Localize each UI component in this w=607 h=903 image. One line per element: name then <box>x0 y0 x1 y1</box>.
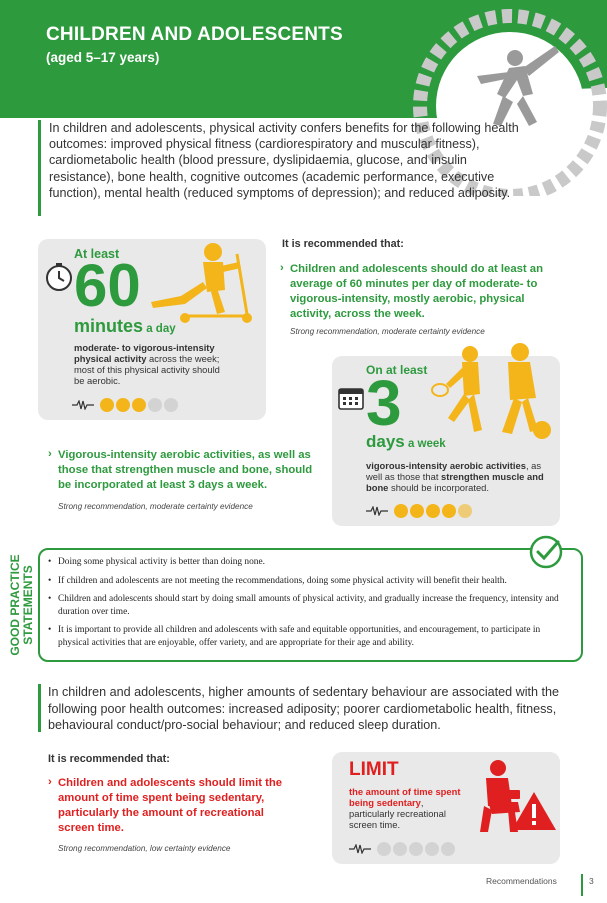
rec3-heading: It is recommended that: <box>48 753 170 765</box>
certainty-dot <box>148 397 163 412</box>
evidence-wave-icon <box>349 843 371 855</box>
good-practice-box <box>38 548 583 662</box>
card-60-at-least: At least <box>74 247 120 261</box>
certainty-dot <box>442 503 457 518</box>
page-subtitle: (aged 5–17 years) <box>46 50 160 65</box>
rec3-evidence: Strong recommendation, low certainty evi… <box>58 844 231 853</box>
good-practice-label: GOOD PRACTICE STATEMENTS <box>8 550 35 660</box>
certainty-dot <box>410 503 425 518</box>
scooter-child-illustration <box>151 243 252 323</box>
card-3-desc-bold1: vigorous-intensity aerobic activities <box>366 460 526 471</box>
sedentary-intro: In children and adolescents, higher amou… <box>48 685 560 732</box>
limit-title: LIMIT <box>349 759 399 780</box>
intro-text: In children and adolescents, physical ac… <box>49 121 519 200</box>
certainty-dot <box>394 503 409 518</box>
card-3-desc-bold2: strengthen muscle and bone <box>366 471 544 493</box>
limit-description: the amount of time spent being sedentary… <box>349 786 461 830</box>
certainty-dot <box>132 397 147 412</box>
limit-certainty <box>349 840 457 858</box>
sedentary-accent-bar <box>38 684 41 732</box>
card-60-desc-bold: moderate- to vigorous-intensity physical… <box>74 342 215 364</box>
card-3-certainty <box>366 502 474 520</box>
card-60-unit-suffix: a day <box>143 323 176 335</box>
good-practice-item: Children and adolescents should start by… <box>48 593 568 618</box>
card-60-unit-line: minutes a day <box>74 316 176 337</box>
page-title: CHILDREN AND ADOLESCENTS <box>46 24 343 45</box>
footer-section: Recommendations <box>486 876 557 886</box>
certainty-dot <box>441 841 456 856</box>
rec2-text: Vigorous-intensity aerobic activities, a… <box>58 449 313 491</box>
card-3-desc-end: should be incorporated. <box>388 482 489 493</box>
intro-accent-bar <box>38 120 41 216</box>
rec3-text-block: › Children and adolescents should limit … <box>48 776 303 836</box>
card-60-certainty <box>72 396 180 414</box>
certainty-dot <box>377 841 392 856</box>
card-60-unit: minutes <box>74 316 144 336</box>
evidence-wave-icon <box>72 399 94 411</box>
chevron-right-icon: › <box>48 448 52 460</box>
rec2-text-block: › Vigorous-intensity aerobic activities,… <box>48 448 313 493</box>
sitting-person-warning-illustration <box>480 760 556 832</box>
card-3-number: 3 <box>366 367 402 439</box>
rec1-heading: It is recommended that: <box>282 238 404 250</box>
chevron-right-icon: › <box>48 776 52 788</box>
good-practice-item: If children and adolescents are not meet… <box>48 575 568 588</box>
rec3-text: Children and adolescents should limit th… <box>58 777 283 834</box>
card-3-unit-line: days a week <box>366 432 446 452</box>
certainty-dot <box>116 397 131 412</box>
calendar-icon <box>338 388 364 410</box>
page-number: 3 <box>589 876 594 886</box>
good-practice-item: Doing some physical activity is better t… <box>48 556 568 569</box>
certainty-dot <box>425 841 440 856</box>
certainty-dot <box>164 397 179 412</box>
certainty-dot <box>100 397 115 412</box>
good-practice-list: Doing some physical activity is better t… <box>48 556 568 655</box>
card-3-desc-mid: , as well as those that <box>366 460 542 482</box>
footer-divider <box>581 874 583 896</box>
good-practice-item: It is important to provide all children … <box>48 624 568 649</box>
rec1-text: Children and adolescents should do at le… <box>290 263 543 320</box>
limit-desc-bold: the amount of time spent being sedentary <box>349 786 461 808</box>
limit-desc-rest: , particularly recreational screen time. <box>349 797 446 830</box>
rec2-evidence: Strong recommendation, moderate certaint… <box>58 502 253 511</box>
card-60-desc-rest: across the week; most of this physical a… <box>74 353 220 386</box>
certainty-dot <box>393 841 408 856</box>
rec1-text-block: › Children and adolescents should do at … <box>280 262 555 322</box>
certainty-dot <box>426 503 441 518</box>
good-practice-label-line2: STATEMENTS <box>21 565 35 645</box>
card-3-unit-suffix: a week <box>404 438 446 450</box>
card-3-description: vigorous-intensity aerobic activities, a… <box>366 460 551 493</box>
clock-icon <box>46 263 72 291</box>
card-60-description: moderate- to vigorous-intensity physical… <box>74 342 224 386</box>
certainty-dot <box>458 503 473 518</box>
card-3-on-at-least: On at least <box>366 363 428 377</box>
evidence-wave-icon <box>366 505 388 517</box>
certainty-dot <box>409 841 424 856</box>
chevron-right-icon: › <box>280 262 284 274</box>
rec1-evidence: Strong recommendation, moderate certaint… <box>290 327 485 336</box>
card-60-number: 60 <box>74 252 141 319</box>
tennis-and-ball-illustration <box>431 343 551 439</box>
athletes-circle-illustration <box>413 9 607 196</box>
card-3-unit: days <box>366 432 405 451</box>
